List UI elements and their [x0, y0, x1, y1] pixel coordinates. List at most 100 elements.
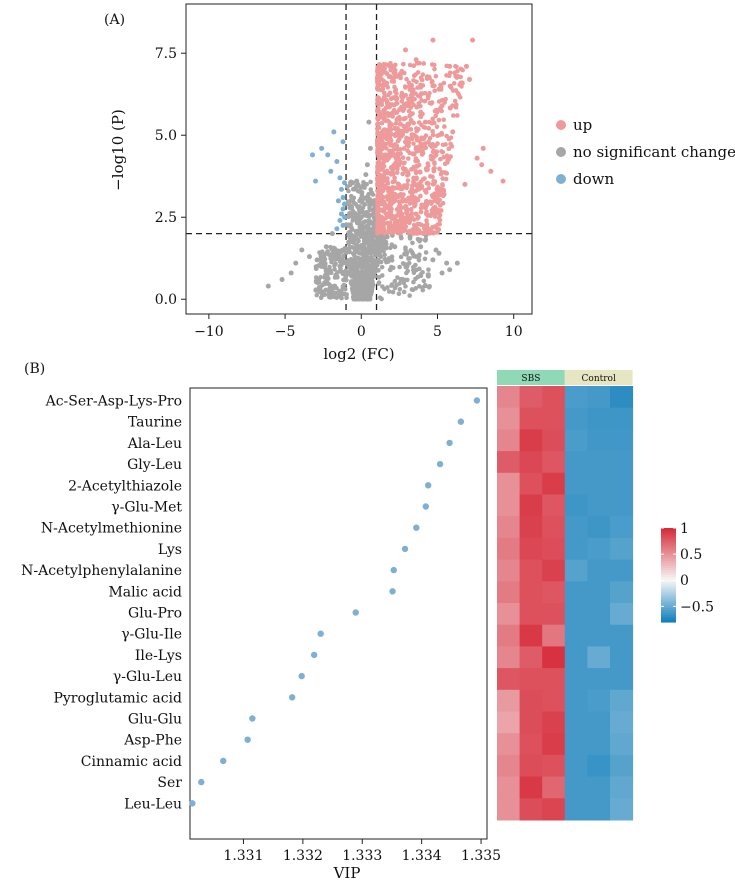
down-point — [338, 211, 344, 217]
heatmap-cell — [564, 733, 588, 756]
ns-cloud-point — [316, 284, 322, 290]
heatmap-cell — [564, 798, 588, 821]
up-cloud-point — [418, 75, 424, 81]
heatmap-cell — [542, 451, 566, 474]
down-point — [342, 214, 348, 220]
up-cloud-point — [424, 222, 430, 228]
ns-cloud-point — [347, 235, 353, 241]
up-cloud-point — [448, 135, 454, 141]
up-cloud-point — [391, 147, 397, 152]
up-cloud-point — [423, 205, 428, 211]
heatmap-cell — [542, 689, 566, 712]
heatmap-cell — [497, 407, 521, 430]
heatmap-cell — [564, 668, 588, 691]
ns-point — [433, 247, 439, 253]
up-cloud-point — [436, 107, 442, 112]
colorbar-segment — [661, 610, 676, 614]
heatmap-cell — [497, 603, 521, 626]
ns-cloud-point — [381, 235, 386, 240]
heatmap-cell — [542, 733, 566, 756]
up-cloud-point — [386, 127, 392, 132]
up-cloud-point — [396, 181, 402, 187]
up-cloud-point — [423, 145, 429, 151]
up-point — [480, 145, 486, 151]
up-cloud-point — [383, 118, 389, 124]
ns-cloud-point — [378, 254, 384, 259]
up-cloud-point — [441, 80, 447, 86]
ns-cloud-point — [375, 237, 381, 242]
up-cloud-point — [436, 117, 442, 123]
up-cloud-point — [444, 73, 449, 78]
up-cloud-point — [387, 74, 393, 79]
up-cloud-point — [374, 137, 380, 142]
vip-category-label: Leu-Leu — [124, 796, 182, 812]
volcano-y-axis-label: −log10 (P) — [109, 109, 127, 191]
volcano-y-tick-label: 5.0 — [155, 128, 177, 144]
heatmap-cell — [587, 516, 611, 539]
up-cloud-point — [418, 205, 424, 211]
up-cloud-point — [421, 61, 427, 66]
legend-marker-ns — [556, 147, 566, 157]
up-cloud-point — [424, 218, 429, 223]
up-cloud-point — [375, 171, 380, 176]
vip-category-label: Ala-Leu — [127, 436, 182, 452]
ns-cloud-point — [397, 286, 403, 292]
up-cloud-point — [381, 175, 386, 181]
ns-cloud-point — [366, 191, 371, 197]
ns-cloud-point — [369, 286, 375, 292]
up-cloud-point — [385, 195, 390, 200]
ns-cloud-point — [370, 226, 375, 232]
ns-point — [358, 214, 364, 220]
ns-cloud-point — [340, 286, 346, 291]
up-cloud-point — [397, 208, 403, 214]
up-cloud-point — [431, 205, 436, 211]
up-cloud-point — [405, 136, 411, 142]
up-cloud-point — [379, 120, 385, 126]
up-cloud-point — [389, 215, 394, 220]
colorbar-segment — [661, 605, 676, 609]
up-cloud-point — [376, 221, 382, 226]
up-cloud-point — [412, 96, 417, 102]
up-cloud-point — [428, 230, 433, 236]
heatmap-cell — [497, 668, 521, 691]
ns-cloud-point — [346, 239, 351, 245]
up-cloud-point — [427, 199, 433, 205]
ns-cloud-point — [376, 267, 381, 273]
ns-cloud-point — [358, 262, 364, 267]
up-cloud-point — [395, 74, 401, 79]
ns-cloud-point — [357, 272, 362, 278]
ns-point — [430, 257, 436, 263]
colorbar-segment — [661, 565, 676, 569]
up-point — [418, 109, 424, 115]
ns-cloud-point — [380, 284, 385, 289]
ns-point — [314, 257, 320, 263]
colorbar-segment — [661, 532, 676, 536]
colorbar-segment — [661, 530, 676, 534]
up-cloud-point — [431, 178, 436, 184]
colorbar-segment — [661, 582, 676, 585]
heatmap-cell — [542, 559, 566, 582]
ns-point — [413, 254, 419, 260]
up-cloud-point — [444, 153, 450, 159]
ns-cloud-point — [343, 249, 348, 255]
legend-marker-down — [556, 174, 566, 184]
up-cloud-point — [384, 185, 389, 191]
up-cloud-point — [380, 207, 385, 213]
vip-category-label: Ac-Ser-Asp-Lys-Pro — [45, 394, 182, 410]
up-cloud-point — [445, 160, 450, 165]
ns-cloud-point — [362, 219, 368, 224]
up-cloud-point — [384, 157, 390, 163]
vip-x-tick-label: 1.331 — [223, 848, 263, 864]
heatmap-cell — [587, 581, 611, 604]
ns-cloud-point — [352, 244, 358, 250]
ns-cloud-point — [333, 261, 338, 267]
up-cloud-point — [450, 103, 455, 108]
heatmap-cell — [519, 386, 543, 409]
heatmap-cell — [542, 754, 566, 778]
up-cloud-point — [383, 82, 388, 88]
down-point — [337, 218, 343, 224]
ns-point — [323, 244, 329, 250]
up-cloud-point — [409, 186, 415, 192]
ns-point — [329, 231, 335, 237]
up-cloud-point — [401, 102, 407, 107]
